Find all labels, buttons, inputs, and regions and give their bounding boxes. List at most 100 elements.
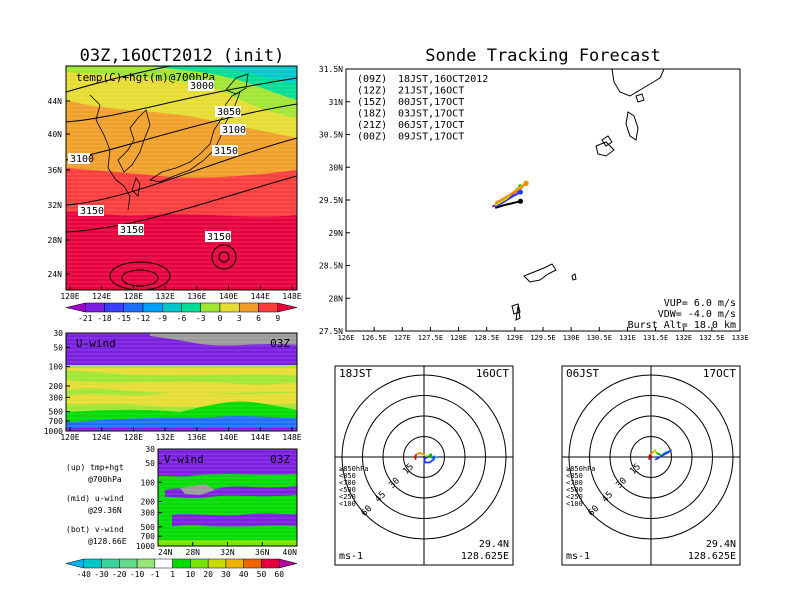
map-lon-ticks: 120E 124E 128E 132E 136E 140E 144E 148E — [60, 286, 302, 301]
map-lon-tick-label: 128E — [124, 292, 143, 301]
v-lat-tick-label: 24N — [158, 548, 173, 557]
track-lat-tick-label: 29.5N — [319, 196, 343, 205]
hodograph-trace — [416, 451, 424, 456]
hodograph-trace — [647, 453, 652, 460]
contour-label: 3050 — [217, 107, 241, 118]
temp-colorbar-swatch — [162, 302, 182, 313]
hodograph-title-left: 18JST — [339, 367, 372, 380]
pressure-tick-label: 100 — [49, 363, 64, 372]
contour-label: 3150 — [80, 206, 104, 217]
legend-launch-code: (12Z) — [357, 86, 387, 97]
pressure-tick-label: 1000 — [136, 542, 155, 551]
u-lon-tick-label: 120E — [60, 433, 79, 442]
track-lon-tick-label: 129E — [506, 334, 523, 342]
wind-colorbar: -40 -30 -20 -10 -1 1 10 20 30 40 50 60 — [65, 558, 298, 579]
track-lat-tick-label: 29N — [329, 229, 344, 238]
wind-colorbar-swatch — [83, 558, 102, 569]
track-title: Sonde Tracking Forecast — [425, 46, 660, 66]
temp-colorbar-swatch — [85, 302, 105, 313]
legend-launch-code: (00Z) — [357, 132, 387, 143]
legend-launch-code: (09Z) — [357, 74, 387, 85]
wind-colorbar-label: 30 — [221, 570, 231, 579]
legend-launch-time: 18JST,16OCT2012 — [398, 74, 488, 85]
u-wind-field — [66, 333, 297, 431]
note-up-line2: @700hPa — [88, 475, 122, 484]
legend-launch-time: 03JST,17OCT — [398, 109, 464, 120]
wind-colorbar-label: 50 — [257, 570, 267, 579]
legend-launch-code: (21Z) — [357, 120, 387, 131]
hodograph-level-legend: <850 — [566, 472, 583, 480]
wind-colorbar-swatch — [172, 558, 191, 569]
wind-colorbar-label: 40 — [239, 570, 249, 579]
u-lon-tick-label: 140E — [219, 433, 238, 442]
track-lon-tick-label: 127E — [394, 334, 411, 342]
temp-colorbar-swatch — [65, 302, 86, 313]
wind-colorbar-swatch — [278, 558, 298, 569]
temp-colorbar-label: -21 — [78, 314, 93, 323]
legend-launch-time: 00JST,17OCT — [398, 97, 464, 108]
pressure-tick-label: 30 — [53, 329, 63, 338]
track-lat-tick-label: 30.5N — [319, 131, 343, 140]
map-lon-tick-label: 124E — [92, 292, 111, 301]
temperature-colorbar: -21 -18 -15 -12 -9 -6 -3 0 3 6 9 — [65, 302, 298, 323]
wind-colorbar-swatch — [101, 558, 120, 569]
track-legend: (09Z) 18JST,16OCT2012 (12Z) 21JST,16OCT (15Z… — [357, 74, 488, 143]
hodograph-trace — [414, 453, 418, 460]
temp-colorbar-swatch — [181, 302, 201, 313]
u-wind-lon-ticks: 120E 124E 128E 132E 136E 140E 144E 148E — [60, 427, 302, 442]
note-bot-line2: @128.66E — [88, 537, 127, 546]
temp-colorbar-label: -9 — [157, 314, 167, 323]
wind-colorbar-swatch — [225, 558, 244, 569]
u-wind-label: U-wind — [76, 337, 116, 350]
v-wind-field — [158, 449, 297, 546]
info-burst: Burst Alt= 18.0 km — [628, 320, 736, 331]
hodograph-lat: 29.4N — [479, 539, 509, 550]
v-wind-time: 03Z — [270, 453, 290, 466]
hodograph-level-legend: <700 — [566, 479, 583, 487]
hodograph-unit: ms-1 — [339, 551, 363, 562]
hodograph-level-legend: <250 — [339, 493, 356, 501]
track-lon-tick-label: 126.5E — [361, 334, 386, 342]
temp-colorbar-label: 6 — [256, 314, 261, 323]
v-lat-tick-label: 36N — [255, 548, 270, 557]
pressure-tick-label: 100 — [141, 478, 156, 487]
hodograph-trace — [649, 450, 655, 456]
map-lon-tick-label: 136E — [187, 292, 206, 301]
track-lon-tick-label: 129.5E — [530, 334, 555, 342]
track-lat-tick-label: 31N — [329, 98, 344, 107]
map-lat-tick-label: 44N — [48, 97, 63, 106]
map-lon-tick-label: 132E — [156, 292, 175, 301]
map-lon-tick-label: 144E — [251, 292, 270, 301]
hodograph-level-legend: <100 — [339, 500, 356, 508]
legend-launch-time: 09JST,17OCT — [398, 132, 464, 143]
contour-label: 3000 — [190, 81, 214, 92]
pressure-tick-label: 200 — [49, 382, 64, 391]
pressure-tick-label: 200 — [141, 497, 156, 506]
hodograph-trace — [653, 448, 658, 454]
hodograph-trace — [423, 455, 436, 464]
temp-colorbar-label: -15 — [117, 314, 132, 323]
map-lat-tick-label: 40N — [48, 130, 63, 139]
legend-launch-code: (15Z) — [357, 97, 387, 108]
pressure-tick-label: 700 — [141, 532, 156, 541]
hodograph-lon: 128.625E — [688, 551, 736, 562]
wind-colorbar-swatch — [119, 558, 138, 569]
hodograph-level-legend: ≥850hPa — [566, 465, 596, 473]
temp-colorbar-label: 0 — [218, 314, 223, 323]
hodograph-level-legend: <700 — [339, 479, 356, 487]
map-lat-tick-label: 32N — [48, 201, 63, 210]
track-burst-point — [517, 198, 523, 204]
hodograph-level-legend: <100 — [566, 500, 583, 508]
u-lon-tick-label: 128E — [124, 433, 143, 442]
temp-height-map-panel: 03Z,16OCT2012 (init) temp(C — [48, 46, 302, 323]
track-lon-tick-label: 132E — [675, 334, 692, 342]
track-lon-tick-label: 130.5E — [587, 334, 612, 342]
contour-labels: 3000 3050 3100 3150 3150 3150 3150 3100 — [68, 80, 246, 243]
map-lon-tick-label: 120E — [60, 292, 79, 301]
wind-colorbar-label: 60 — [274, 570, 284, 579]
hodograph-title-right: 16OCT — [476, 367, 509, 380]
track-series-line — [494, 200, 521, 209]
